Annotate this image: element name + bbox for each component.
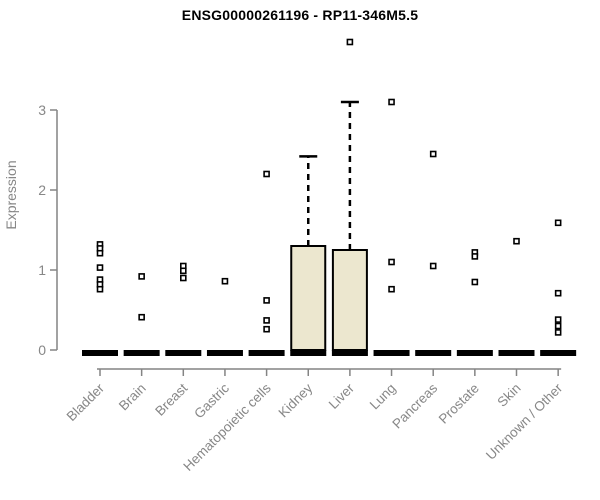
x-tick-label: Pancreas bbox=[389, 380, 440, 431]
median-line bbox=[331, 350, 368, 356]
y-tick-label: 3 bbox=[38, 102, 46, 118]
median-line bbox=[290, 350, 327, 356]
outlier-point bbox=[554, 289, 562, 297]
outlier-point bbox=[180, 274, 187, 282]
outlier-point bbox=[554, 329, 562, 336]
outlier-point bbox=[388, 98, 395, 106]
outlier-point bbox=[388, 258, 395, 266]
outlier-point bbox=[263, 297, 270, 304]
outlier-point bbox=[221, 277, 229, 285]
x-tick-label: Skin bbox=[494, 381, 523, 410]
outlier-point bbox=[554, 316, 562, 323]
x-tick-label: Prostate bbox=[436, 381, 482, 427]
outlier-point bbox=[180, 267, 187, 275]
outlier-point bbox=[554, 322, 562, 330]
x-tick-label: Lung bbox=[367, 381, 399, 413]
outlier-point bbox=[96, 264, 104, 271]
outlier-point bbox=[263, 317, 270, 324]
outlier-point bbox=[429, 262, 437, 270]
outlier-point bbox=[138, 273, 145, 280]
outlier-point bbox=[96, 249, 104, 257]
outlier-point bbox=[96, 285, 104, 293]
x-tick-label: Bladder bbox=[64, 380, 108, 424]
outlier-point bbox=[471, 278, 479, 286]
box bbox=[331, 249, 368, 351]
median-line bbox=[456, 350, 493, 356]
x-tick-label: Breast bbox=[152, 380, 190, 418]
chart-title: ENSG00000261196 - RP11-346M5.5 bbox=[181, 7, 419, 23]
outlier-point bbox=[388, 285, 395, 293]
y-tick-label: 1 bbox=[38, 262, 46, 278]
outlier-point bbox=[554, 219, 562, 227]
x-tick-label: Kidney bbox=[276, 380, 316, 420]
median-line bbox=[165, 350, 202, 356]
outlier-point bbox=[263, 170, 270, 178]
median-line bbox=[373, 350, 410, 356]
median-line bbox=[540, 350, 577, 356]
y-tick-label: 2 bbox=[38, 182, 46, 198]
median-line bbox=[123, 350, 160, 356]
outlier-point bbox=[263, 325, 270, 333]
box bbox=[290, 245, 327, 351]
median-line bbox=[248, 350, 285, 356]
outlier-point bbox=[513, 237, 520, 245]
median-line bbox=[498, 350, 535, 356]
x-tick-label: Brain bbox=[116, 381, 149, 414]
x-tick-label: Unknown / Other bbox=[483, 380, 566, 463]
median-line bbox=[82, 350, 118, 356]
y-tick-label: 0 bbox=[38, 342, 46, 358]
outlier-point bbox=[346, 38, 354, 46]
outlier-point bbox=[138, 313, 145, 321]
median-line bbox=[206, 350, 243, 356]
x-tick-label: Gastric bbox=[191, 380, 232, 421]
x-tick-label: Liver bbox=[326, 380, 358, 412]
median-line bbox=[415, 350, 452, 356]
outlier-point bbox=[471, 253, 479, 260]
outlier-point bbox=[429, 150, 437, 158]
